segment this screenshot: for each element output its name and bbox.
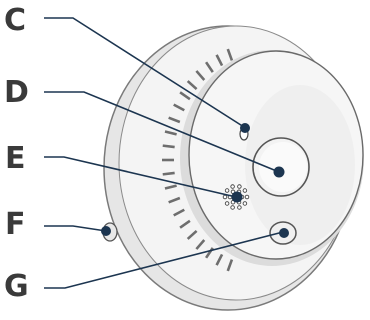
grille-hole bbox=[230, 205, 235, 210]
grille-hole bbox=[237, 184, 242, 189]
vent-slot bbox=[164, 130, 177, 136]
vent-slot bbox=[168, 116, 181, 124]
leader-line-c bbox=[44, 17, 245, 128]
vent-slot bbox=[215, 253, 224, 266]
callout-label-e: E bbox=[5, 141, 26, 176]
vent-slot bbox=[164, 184, 177, 190]
vent-slot bbox=[195, 70, 206, 81]
grille-hole bbox=[230, 184, 235, 189]
vent-slot bbox=[195, 239, 206, 250]
leader-dot-d bbox=[273, 166, 285, 178]
vent-slot bbox=[226, 48, 234, 61]
vent-slot bbox=[173, 103, 185, 112]
grille-hole bbox=[237, 205, 242, 210]
vent-slot bbox=[186, 229, 198, 240]
vent-slot bbox=[162, 144, 175, 149]
grille-hole bbox=[224, 201, 230, 206]
leader-dot-c bbox=[240, 123, 250, 133]
vent-slot bbox=[168, 196, 181, 204]
leader-dot-f bbox=[101, 226, 111, 236]
grille-hole bbox=[242, 188, 248, 193]
vent-slot bbox=[186, 80, 198, 91]
leader-dots bbox=[101, 123, 289, 238]
grille-hole bbox=[224, 188, 230, 193]
vent-slot bbox=[162, 171, 175, 176]
vent-slot bbox=[205, 61, 214, 73]
callout-label-g: G bbox=[4, 269, 29, 304]
grille-hole bbox=[242, 201, 248, 206]
vent-slots bbox=[162, 48, 234, 272]
vent-slot bbox=[226, 259, 234, 272]
vent-slot bbox=[179, 219, 191, 229]
leader-line-d bbox=[44, 91, 280, 173]
callout-label-c: C bbox=[4, 3, 27, 38]
leader-dot-g bbox=[279, 228, 289, 238]
callout-label-f: F bbox=[5, 207, 26, 242]
vent-slot bbox=[173, 208, 185, 217]
callout-label-d: D bbox=[4, 75, 29, 110]
leader-line-e bbox=[44, 156, 237, 198]
leader-line-f bbox=[44, 225, 107, 232]
grille-hole bbox=[244, 194, 250, 200]
vent-slot bbox=[215, 54, 224, 67]
vent-slot bbox=[179, 91, 191, 101]
leader-lines bbox=[44, 17, 284, 289]
leader-dot-e bbox=[231, 191, 243, 203]
leader-line-g bbox=[44, 231, 284, 289]
grille-hole bbox=[222, 194, 228, 200]
